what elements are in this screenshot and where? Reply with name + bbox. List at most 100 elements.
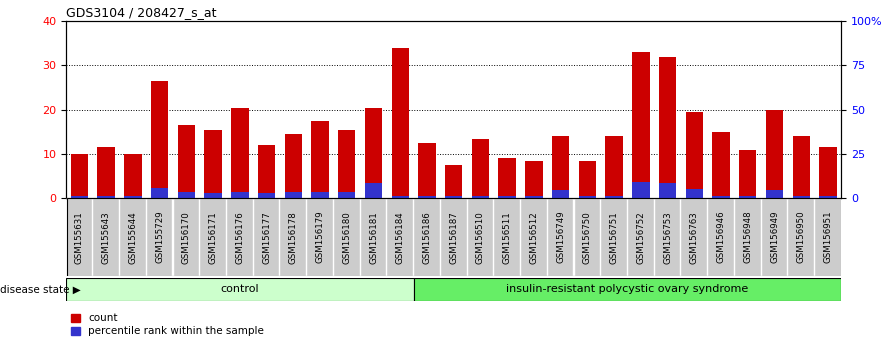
Text: GSM156510: GSM156510: [476, 211, 485, 264]
FancyBboxPatch shape: [227, 198, 253, 276]
Bar: [151, 81, 168, 198]
Bar: [525, 196, 543, 198]
Bar: [98, 147, 115, 198]
Bar: [525, 161, 543, 198]
Bar: [659, 183, 677, 198]
FancyBboxPatch shape: [708, 198, 734, 276]
Text: GSM156171: GSM156171: [209, 211, 218, 264]
Bar: [499, 196, 516, 198]
Text: GSM156180: GSM156180: [343, 211, 352, 264]
Bar: [338, 130, 355, 198]
Text: GSM156750: GSM156750: [583, 211, 592, 264]
Text: GSM156950: GSM156950: [796, 211, 806, 263]
Bar: [418, 143, 436, 198]
Bar: [471, 195, 489, 198]
Bar: [499, 159, 516, 198]
FancyBboxPatch shape: [682, 198, 707, 276]
Legend: count, percentile rank within the sample: count, percentile rank within the sample: [71, 313, 263, 336]
Bar: [685, 189, 703, 198]
Text: GSM156752: GSM156752: [636, 211, 646, 264]
Bar: [713, 195, 729, 198]
Bar: [124, 154, 142, 198]
Bar: [552, 190, 569, 198]
Text: GSM156946: GSM156946: [716, 211, 726, 263]
FancyBboxPatch shape: [174, 198, 199, 276]
FancyBboxPatch shape: [494, 198, 520, 276]
Text: GSM156181: GSM156181: [369, 211, 378, 264]
FancyBboxPatch shape: [548, 198, 574, 276]
Text: disease state ▶: disease state ▶: [0, 284, 81, 295]
Bar: [151, 188, 168, 198]
Bar: [204, 130, 222, 198]
FancyBboxPatch shape: [440, 198, 467, 276]
Text: GSM156186: GSM156186: [423, 211, 432, 264]
Bar: [739, 195, 757, 198]
Bar: [418, 196, 436, 198]
Bar: [231, 192, 248, 198]
FancyBboxPatch shape: [521, 198, 547, 276]
FancyBboxPatch shape: [93, 198, 119, 276]
Bar: [70, 154, 88, 198]
Text: GSM156753: GSM156753: [663, 211, 672, 264]
FancyBboxPatch shape: [67, 198, 93, 276]
Bar: [633, 52, 649, 198]
Bar: [659, 57, 677, 198]
Bar: [391, 196, 409, 198]
Bar: [124, 195, 142, 198]
Bar: [365, 108, 382, 198]
Text: GSM156170: GSM156170: [181, 211, 191, 264]
Bar: [552, 136, 569, 198]
FancyBboxPatch shape: [414, 198, 440, 276]
FancyBboxPatch shape: [815, 198, 840, 276]
FancyBboxPatch shape: [468, 198, 493, 276]
Bar: [579, 161, 596, 198]
FancyBboxPatch shape: [200, 198, 226, 276]
FancyBboxPatch shape: [574, 198, 600, 276]
Text: insulin-resistant polycystic ovary syndrome: insulin-resistant polycystic ovary syndr…: [507, 284, 749, 295]
FancyBboxPatch shape: [147, 198, 173, 276]
FancyBboxPatch shape: [360, 198, 387, 276]
FancyBboxPatch shape: [307, 198, 333, 276]
Text: GDS3104 / 208427_s_at: GDS3104 / 208427_s_at: [66, 6, 217, 19]
Bar: [204, 193, 222, 198]
Text: GSM156512: GSM156512: [529, 211, 538, 264]
Bar: [98, 195, 115, 198]
Bar: [445, 196, 463, 198]
Bar: [471, 138, 489, 198]
Text: GSM156751: GSM156751: [610, 211, 618, 264]
Bar: [579, 195, 596, 198]
Bar: [365, 183, 382, 198]
Bar: [258, 145, 275, 198]
FancyBboxPatch shape: [788, 198, 814, 276]
FancyBboxPatch shape: [762, 198, 788, 276]
Bar: [739, 149, 757, 198]
Text: GSM156511: GSM156511: [503, 211, 512, 264]
Bar: [819, 147, 837, 198]
Bar: [258, 193, 275, 198]
Bar: [793, 136, 810, 198]
Bar: [793, 195, 810, 198]
Bar: [285, 134, 302, 198]
FancyBboxPatch shape: [602, 198, 627, 276]
Text: GSM155644: GSM155644: [129, 211, 137, 264]
Text: GSM156951: GSM156951: [824, 211, 833, 263]
FancyBboxPatch shape: [655, 198, 680, 276]
Bar: [605, 196, 623, 198]
Bar: [178, 125, 195, 198]
FancyBboxPatch shape: [254, 198, 279, 276]
Bar: [766, 110, 783, 198]
Bar: [311, 192, 329, 198]
FancyBboxPatch shape: [628, 198, 654, 276]
Bar: [633, 182, 649, 198]
Bar: [338, 192, 355, 198]
FancyBboxPatch shape: [280, 198, 306, 276]
Text: GSM155729: GSM155729: [155, 211, 164, 263]
Bar: [713, 132, 729, 198]
Text: GSM156749: GSM156749: [556, 211, 565, 263]
Text: GSM155643: GSM155643: [101, 211, 111, 264]
Bar: [231, 108, 248, 198]
Text: GSM156176: GSM156176: [235, 211, 244, 264]
Bar: [70, 195, 88, 198]
Bar: [391, 48, 409, 198]
Text: GSM156184: GSM156184: [396, 211, 404, 264]
